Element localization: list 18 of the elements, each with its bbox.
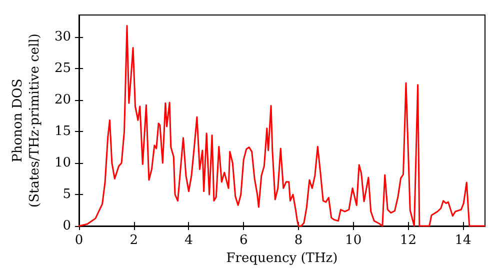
- x-tick-label: 12: [400, 233, 416, 248]
- x-tick-label: 2: [130, 233, 138, 248]
- y-tick-label: 0: [62, 218, 71, 234]
- x-tick-label: 14: [454, 233, 472, 248]
- x-tick-label: 0: [74, 233, 84, 248]
- y-tick-label: 30: [54, 30, 71, 45]
- x-tick-label: 4: [184, 233, 193, 248]
- y-tick-label: 25: [54, 61, 71, 76]
- x-tick-label: 6: [239, 233, 248, 248]
- x-tick-label: 10: [345, 233, 362, 248]
- y-axis-title: Phonon DOS (States/THz·primitive cell): [10, 33, 43, 208]
- y-tick-label: 20: [54, 92, 71, 108]
- x-axis-title: Frequency (THz): [226, 250, 338, 266]
- y-tick-label: 5: [62, 187, 71, 202]
- x-tick-label: 8: [294, 233, 303, 248]
- y-tick-label: 15: [54, 124, 71, 140]
- y-tick-label: 10: [54, 156, 71, 171]
- line-series: [78, 24, 486, 227]
